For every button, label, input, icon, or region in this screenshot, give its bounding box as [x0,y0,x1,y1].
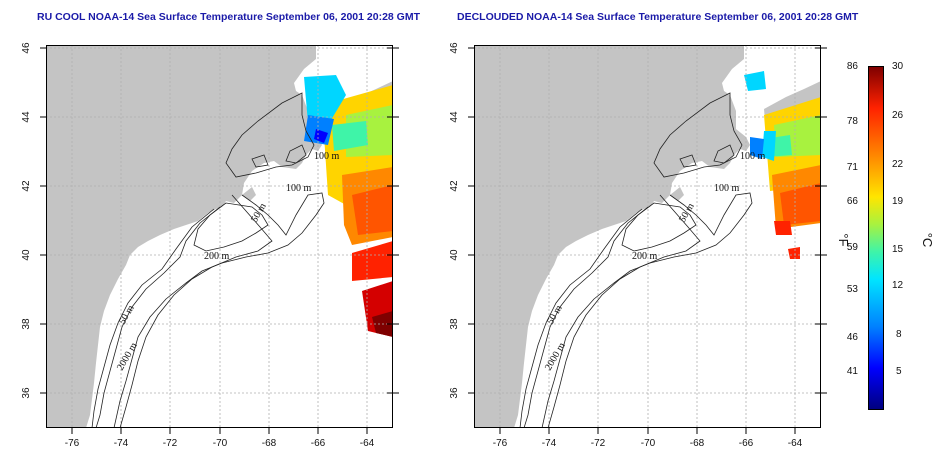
lon-tick-label: -64 [787,438,803,449]
celsius-label: 30 [892,61,904,72]
contour-label: 100 m [740,151,766,162]
lat-tick-label: 46 [21,42,32,54]
sst-map: 100 m 100 m 50 m 200 m 50 m 2000 m [46,45,393,428]
fahrenheit-label: 46 [846,332,858,343]
fahrenheit-unit: °F [836,233,851,247]
lon-tick-label: -64 [359,438,375,449]
lat-tick-label: 40 [449,249,460,261]
lon-tick-label: -66 [738,438,754,449]
colorbar-gradient [868,66,884,410]
gridlines [46,45,393,428]
lon-tick-label: -68 [261,438,277,449]
lat-tick-label: 46 [449,42,460,54]
celsius-label: 19 [892,196,904,207]
lat-tick-label: 44 [449,111,460,123]
fahrenheit-label: 53 [846,284,858,295]
fahrenheit-label: 59 [846,242,858,253]
sst-pixels [304,75,393,337]
fahrenheit-label: 71 [846,162,858,173]
celsius-label: 8 [896,329,902,340]
map-title: DECLOUDED NOAA-14 Sea Surface Temperatur… [457,11,859,23]
lon-tick-label: -72 [162,438,178,449]
lon-tick-label: -74 [541,438,557,449]
map-frame [46,45,393,428]
lon-tick-label: -68 [689,438,705,449]
lon-tick-label: -66 [310,438,326,449]
land-mass [474,45,750,428]
contour-label: 200 m [632,251,658,262]
fahrenheit-label: 41 [846,366,858,377]
contour-label: 100 m [314,151,340,162]
sst-pixels [744,71,821,259]
fahrenheit-scale: 86 78 71 66 59 53 46 41 [830,60,858,420]
lat-tick-label: 36 [21,387,32,399]
bathymetry-contours [519,92,753,428]
colorbar: 86 78 71 66 59 53 46 41 °F 30 26 22 19 1… [830,60,950,420]
lon-tick-label: -70 [212,438,228,449]
celsius-label: 15 [892,244,904,255]
sst-map: 100 m 100 m 50 m 200 m 50 m 2000 m [474,45,821,428]
lon-tick-label: -74 [113,438,129,449]
fahrenheit-label: 86 [846,61,858,72]
lat-tick-label: 42 [21,180,32,192]
celsius-label: 26 [892,110,904,121]
contour-label: 200 m [204,251,230,262]
contour-label: 100 m [286,183,312,194]
lon-tick-label: -76 [64,438,80,449]
fahrenheit-label: 66 [846,196,858,207]
land-mass [46,45,322,428]
celsius-scale: 30 26 22 19 15 12 8 5 [890,60,920,420]
lat-tick-label: 38 [449,318,460,330]
lon-tick-label: -72 [590,438,606,449]
lat-tick-label: 36 [449,387,460,399]
axis-ticks [468,47,827,434]
lat-tick-label: 44 [21,111,32,123]
celsius-label: 5 [896,366,902,377]
axis-ticks [40,47,399,434]
lon-tick-label: -76 [492,438,508,449]
map-title: RU COOL NOAA-14 Sea Surface Temperature … [37,11,421,23]
lat-tick-label: 40 [21,249,32,261]
fahrenheit-label: 78 [846,116,858,127]
bathymetry-contours [91,92,325,428]
lon-tick-label: -70 [640,438,656,449]
celsius-unit: °C [920,232,935,248]
celsius-label: 22 [892,159,904,170]
contour-label: 100 m [714,183,740,194]
map-frame [474,45,821,428]
lat-tick-label: 38 [21,318,32,330]
gridlines [474,45,821,428]
celsius-label: 12 [892,280,904,291]
lat-tick-label: 42 [449,180,460,192]
